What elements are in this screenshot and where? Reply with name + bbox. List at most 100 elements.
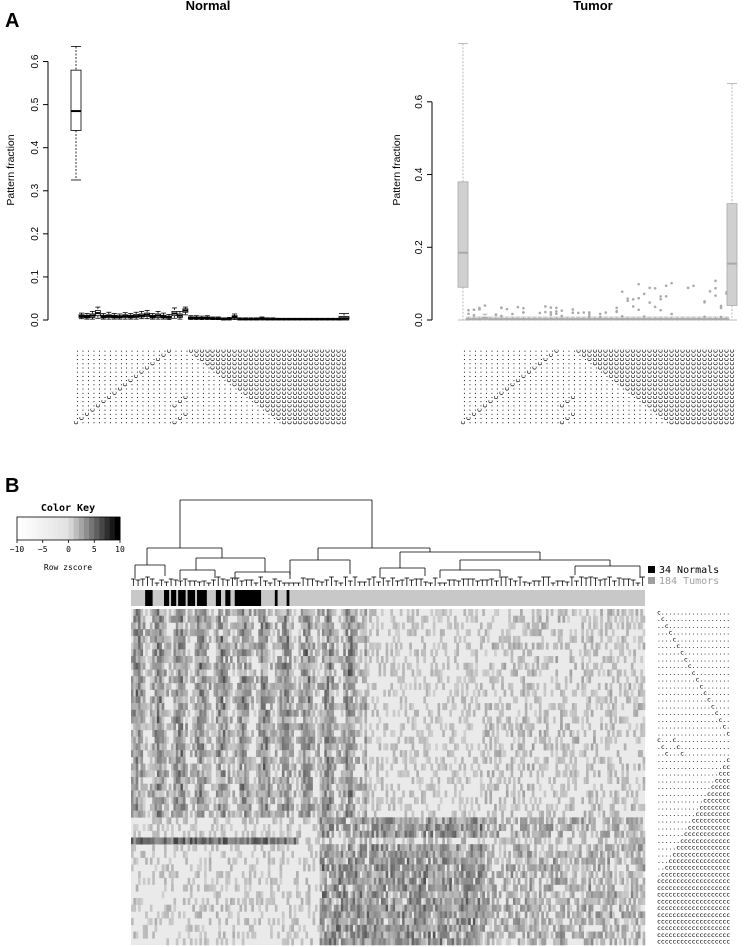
heatmap-cell [444, 723, 448, 731]
heatmap-cell [465, 682, 469, 690]
heatmap-cell [180, 810, 184, 818]
heatmap-cell [303, 609, 306, 617]
heatmap-cell [614, 615, 618, 623]
heatmap-cell [555, 770, 559, 778]
heatmap-cell [218, 682, 221, 690]
heatmap-cell [383, 729, 386, 737]
heatmap-cell [194, 723, 198, 731]
heatmap-cell [255, 817, 259, 825]
heatmap-cell [376, 797, 379, 805]
heatmap-cell [133, 689, 137, 697]
heatmap-cell [345, 763, 349, 771]
heatmap-cell [305, 635, 309, 643]
heatmap-cell [154, 716, 158, 724]
heatmap-cell [359, 669, 363, 677]
heatmap-cell [135, 803, 139, 811]
heatmap-cell [345, 729, 349, 737]
heatmap-cell [505, 790, 509, 798]
heatmap-cell [232, 756, 236, 764]
heatmap-cell [423, 615, 427, 623]
heatmap-cell [178, 716, 181, 724]
heatmap-cell [164, 750, 167, 758]
heatmap-cell [239, 783, 243, 791]
heatmap-cell [503, 635, 507, 643]
heatmap-cell [633, 729, 636, 737]
heatmap-cell [260, 662, 264, 670]
heatmap-cell [338, 676, 342, 684]
heatmap-cell [317, 615, 320, 623]
heatmap-cell [164, 709, 167, 717]
heatmap-cell [642, 689, 646, 697]
heatmap-cell [215, 783, 219, 791]
heatmap-cell [220, 689, 224, 697]
heatmap-cell [449, 689, 452, 697]
heatmap-cell [215, 716, 219, 724]
heatmap-cell [536, 682, 540, 690]
heatmap-cell [578, 750, 582, 758]
heatmap-cell [222, 729, 226, 737]
heatmap-cell [333, 649, 337, 657]
heatmap-cell [237, 635, 240, 643]
heatmap-cell [244, 696, 247, 704]
heatmap-cell [222, 629, 226, 637]
heatmap-cell [156, 797, 160, 805]
heatmap-cell [345, 676, 349, 684]
heatmap-cell [152, 696, 155, 704]
heatmap-cell [343, 756, 346, 764]
heatmap-cell [538, 609, 542, 617]
heatmap-cell [326, 615, 330, 623]
heatmap-cell [600, 783, 603, 791]
heatmap-cell [479, 642, 483, 650]
heatmap-cell [494, 803, 497, 811]
heatmap-cell [432, 810, 436, 818]
heatmap-cell [326, 696, 330, 704]
heatmap-cell [635, 709, 639, 717]
box-0 [457, 43, 469, 321]
heatmap-cell [319, 763, 323, 771]
heatmap-cell [258, 629, 261, 637]
heatmap-cell [354, 629, 358, 637]
heatmap-cell [437, 790, 441, 798]
heatmap-cell [369, 817, 372, 825]
heatmap-cell [152, 743, 155, 751]
heatmap-cell [211, 723, 214, 731]
heatmap-cell [168, 783, 172, 791]
heatmap-cell [364, 797, 368, 805]
heatmap-cell [425, 615, 429, 623]
heatmap-cell [609, 777, 613, 785]
heatmap-cell [588, 676, 592, 684]
heatmap-cell [159, 609, 162, 617]
heatmap-cell [531, 743, 535, 751]
heatmap-cell [135, 676, 139, 684]
heatmap-cell [312, 709, 316, 717]
heatmap-cell [536, 642, 540, 650]
heatmap-cell [288, 716, 292, 724]
heatmap-cell [173, 729, 177, 737]
heatmap-cell [185, 689, 188, 697]
heatmap-cell [185, 656, 188, 664]
heatmap-cell [343, 703, 346, 711]
heatmap-cell [166, 635, 170, 643]
heatmap-cell [199, 783, 203, 791]
heatmap-cell [303, 817, 306, 825]
color-key-cell [32, 517, 39, 540]
heatmap-cell [244, 763, 247, 771]
heatmap-cell [215, 635, 219, 643]
heatmap-cell [395, 629, 398, 637]
heatmap-cell [246, 696, 250, 704]
heatmap-cell [428, 689, 431, 697]
heatmap-cell [510, 729, 514, 737]
heatmap-cell [581, 635, 584, 643]
heatmap-cell [173, 756, 177, 764]
heatmap-cell [359, 635, 363, 643]
heatmap-cell [560, 716, 563, 724]
heatmap-cell [479, 777, 483, 785]
heatmap-cell [237, 669, 240, 677]
heatmap-cell [244, 656, 247, 664]
heatmap-cell [449, 736, 452, 744]
heatmap-cell [227, 629, 231, 637]
heatmap-cell [345, 756, 349, 764]
heatmap-cell [281, 622, 285, 630]
heatmap-cell [281, 770, 285, 778]
heatmap-cell [600, 716, 603, 724]
